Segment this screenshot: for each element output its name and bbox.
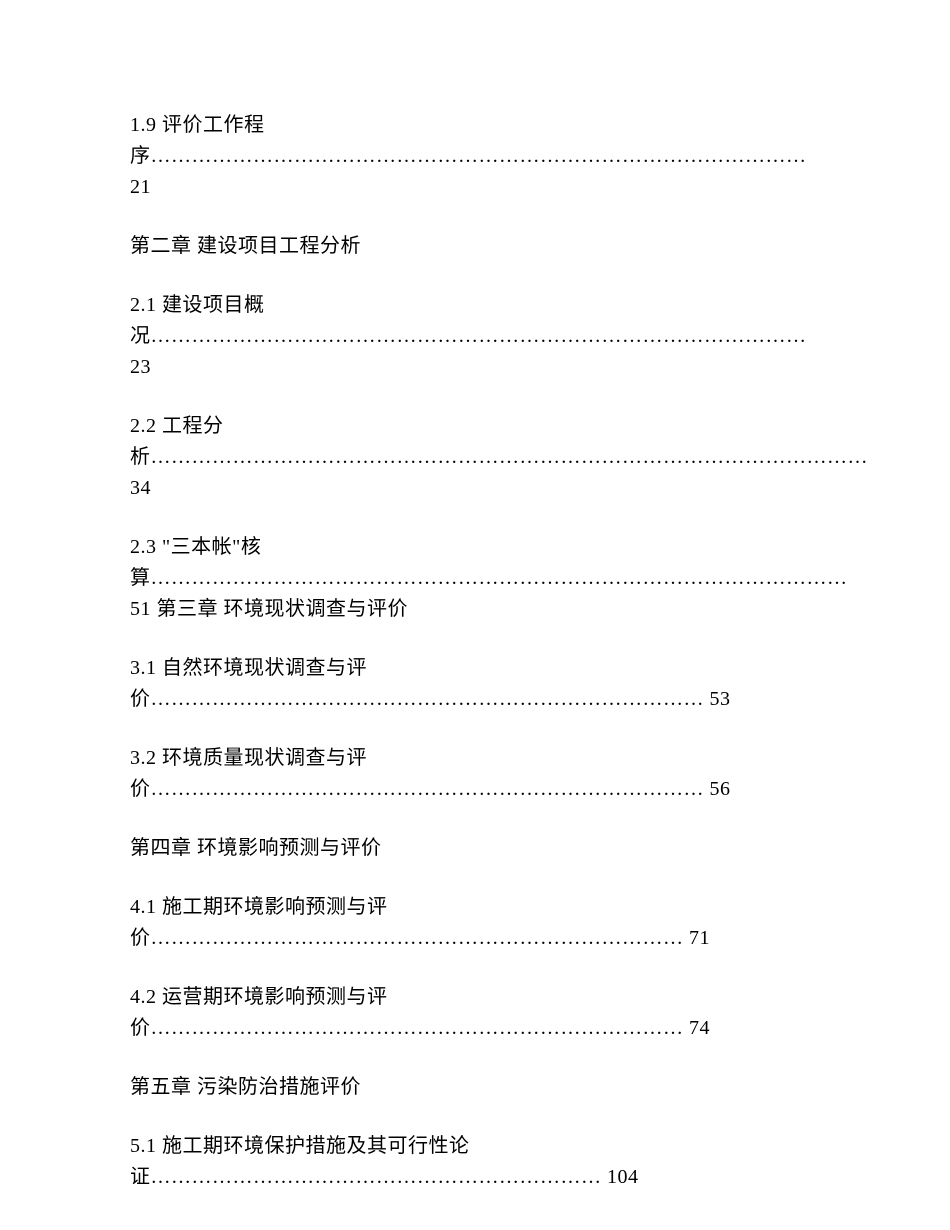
toc-container: 1.9 评价工作程序………………………………………………………………………………… — [130, 110, 820, 1193]
toc-entry: 第五章 污染防治措施评价 — [130, 1072, 820, 1103]
toc-text: 第四章 环境影响预测与评价 — [130, 837, 382, 859]
toc-text: 3.2 环境质量现状调查与评价…………………………………………………………………… — [130, 747, 731, 800]
toc-entry: 第四章 环境影响预测与评价 — [130, 833, 820, 864]
toc-entry: 3.2 环境质量现状调查与评价…………………………………………………………………… — [130, 743, 820, 805]
toc-text: 2.3 "三本帐"核算……………………………………………………………………………… — [130, 536, 848, 620]
toc-entry: 3.1 自然环境现状调查与评价…………………………………………………………………… — [130, 653, 820, 715]
toc-text: 2.1 建设项目概况………………………………………………………………………………… — [130, 294, 807, 378]
toc-text: 1.9 评价工作程序………………………………………………………………………………… — [130, 114, 807, 198]
toc-text: 4.2 运营期环境影响预测与评价………………………………………………………………… — [130, 986, 710, 1039]
toc-text: 2.2 工程分析……………………………………………………………………………………… — [130, 415, 868, 499]
toc-entry: 5.1 施工期环境保护措施及其可行性论证……………………………………………………… — [130, 1131, 820, 1193]
toc-entry: 2.3 "三本帐"核算……………………………………………………………………………… — [130, 532, 820, 625]
toc-text: 5.1 施工期环境保护措施及其可行性论证……………………………………………………… — [130, 1135, 639, 1188]
toc-entry: 第二章 建设项目工程分析 — [130, 231, 820, 262]
toc-entry: 4.1 施工期环境影响预测与评价………………………………………………………………… — [130, 892, 820, 954]
toc-text: 第二章 建设项目工程分析 — [130, 235, 361, 257]
toc-text: 第五章 污染防治措施评价 — [130, 1076, 361, 1098]
toc-entry: 4.2 运营期环境影响预测与评价………………………………………………………………… — [130, 982, 820, 1044]
toc-text: 3.1 自然环境现状调查与评价…………………………………………………………………… — [130, 657, 731, 710]
toc-text: 4.1 施工期环境影响预测与评价………………………………………………………………… — [130, 896, 710, 949]
toc-entry: 1.9 评价工作程序………………………………………………………………………………… — [130, 110, 820, 203]
toc-entry: 2.2 工程分析……………………………………………………………………………………… — [130, 411, 820, 504]
toc-entry: 2.1 建设项目概况………………………………………………………………………………… — [130, 290, 820, 383]
